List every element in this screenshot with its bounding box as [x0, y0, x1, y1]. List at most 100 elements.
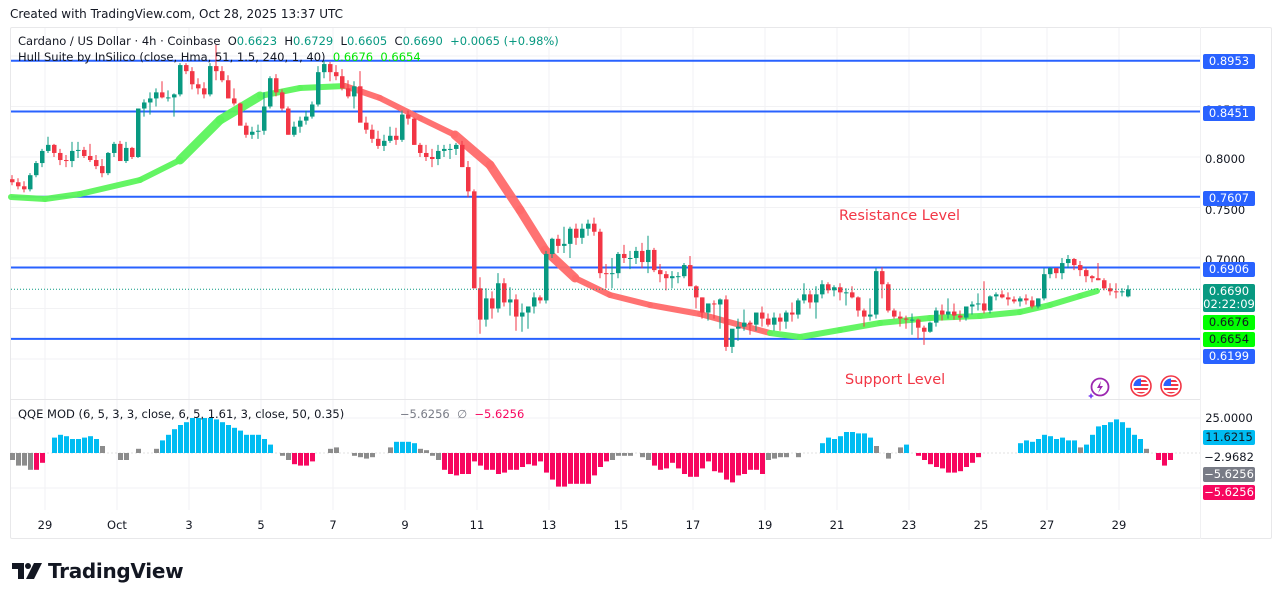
hull-band-segment — [877, 315, 933, 326]
candle-body — [346, 88, 351, 97]
qqe-bar — [730, 453, 735, 483]
candle-body — [532, 297, 537, 307]
hull-title: Hull Suite by InSilico (close, Hma, 51, … — [18, 50, 326, 64]
candle-body — [1012, 299, 1017, 302]
qqe-bar — [202, 418, 207, 453]
price-axis-divider — [1200, 27, 1201, 539]
qqe-bar — [904, 444, 909, 453]
hull-band-segment — [607, 292, 653, 308]
candle-body — [388, 135, 393, 141]
qqe-axis-badge: 25.0000 — [1205, 411, 1253, 425]
support-annotation[interactable]: Support Level — [845, 372, 946, 388]
hull-band-segment — [137, 157, 183, 183]
qqe-bar — [1138, 439, 1143, 453]
candle-body — [664, 274, 669, 279]
hull-band-segment — [797, 327, 843, 340]
candle-body — [172, 94, 177, 98]
qqe-bar — [616, 453, 621, 456]
pane-divider[interactable] — [10, 399, 1200, 400]
chart-frame — [10, 27, 1272, 539]
candle-body — [382, 140, 387, 146]
qqe-bar — [550, 453, 555, 480]
price-badge: 02:22:09 — [1203, 297, 1255, 312]
candle-body — [598, 231, 603, 274]
qqe-bar — [514, 453, 519, 470]
qqe-bar — [418, 448, 423, 453]
us-flag-event-icon-2[interactable] — [1160, 375, 1182, 397]
qqe-bar — [508, 453, 513, 470]
qqe-bar — [424, 450, 429, 453]
qqe-bar — [580, 453, 585, 484]
qqe-bar — [1132, 434, 1137, 453]
candle-body — [904, 318, 909, 320]
candle-body — [712, 303, 717, 305]
candle-body — [178, 65, 183, 95]
qqe-bar — [784, 453, 789, 458]
qqe-bar — [256, 434, 261, 453]
candle-body — [478, 288, 483, 320]
time-tick-label: 27 — [1039, 518, 1055, 532]
qqe-bar — [796, 453, 801, 458]
symbol-legend[interactable]: Cardano / US Dollar · 4h · Coinbase O0.6… — [18, 34, 559, 48]
qqe-bar — [586, 453, 591, 484]
qqe-bar — [364, 453, 369, 459]
time-tick-label: 29 — [37, 518, 53, 532]
candle-body — [298, 120, 303, 127]
candle-body — [1018, 298, 1023, 302]
candle-body — [1084, 270, 1089, 277]
qqe-bar — [466, 453, 471, 474]
lightning-event-icon[interactable] — [1087, 376, 1110, 399]
candle-body — [940, 310, 945, 315]
candle-body — [202, 88, 207, 95]
us-flag-event-icon[interactable] — [1130, 375, 1152, 397]
qqe-bar — [334, 447, 339, 453]
qqe-legend[interactable]: QQE MOD (6, 5, 3, 3, close, 6, 5, 1.61, … — [18, 407, 524, 421]
qqe-bar — [118, 453, 123, 460]
candle-body — [640, 250, 645, 263]
candle-body — [340, 76, 345, 89]
qqe-bar — [184, 422, 189, 453]
time-tick-label: 3 — [185, 518, 193, 532]
candle-body — [418, 144, 423, 153]
qqe-bar — [700, 453, 705, 469]
qqe-bar — [898, 447, 903, 453]
hull-legend[interactable]: Hull Suite by InSilico (close, Hma, 51, … — [18, 50, 421, 64]
candle-body — [670, 276, 675, 279]
candle-body — [1054, 268, 1059, 274]
candle-body — [160, 92, 165, 98]
candle-body — [130, 147, 135, 157]
candle-body — [676, 276, 681, 278]
qqe-bar — [298, 453, 303, 466]
candle-body — [118, 143, 123, 162]
candle-body — [628, 258, 633, 259]
price-badge: 0.8953 — [1203, 54, 1255, 69]
hull-band-segment — [837, 320, 883, 333]
candle-body — [1096, 278, 1101, 281]
qqe-bar — [976, 453, 981, 458]
qqe-bar — [214, 419, 219, 453]
candle-body — [220, 71, 225, 81]
candle-body — [1000, 294, 1005, 298]
hull-band-segment — [977, 309, 1023, 319]
qqe-title: QQE MOD (6, 5, 3, 3, close, 6, 5, 1.61, … — [18, 407, 345, 421]
qqe-bar — [400, 441, 405, 453]
qqe-bar — [430, 453, 435, 456]
candle-body — [268, 78, 273, 107]
qqe-bar — [1156, 453, 1161, 460]
tradingview-logo[interactable]: TradingView — [12, 559, 184, 583]
candle-body — [718, 299, 723, 305]
candle-body — [724, 299, 729, 347]
candle-body — [964, 306, 969, 318]
qqe-bar — [694, 453, 699, 477]
time-tick-label: 17 — [685, 518, 701, 532]
resistance-annotation[interactable]: Resistance Level — [839, 208, 961, 224]
candle-body — [958, 315, 963, 318]
candle-body — [112, 143, 117, 153]
candle-body — [772, 317, 777, 325]
candle-body — [88, 155, 93, 161]
qqe-bar — [874, 446, 879, 453]
qqe-bar — [352, 453, 357, 456]
qqe-bar — [220, 422, 225, 453]
qqe-bar — [496, 453, 501, 474]
